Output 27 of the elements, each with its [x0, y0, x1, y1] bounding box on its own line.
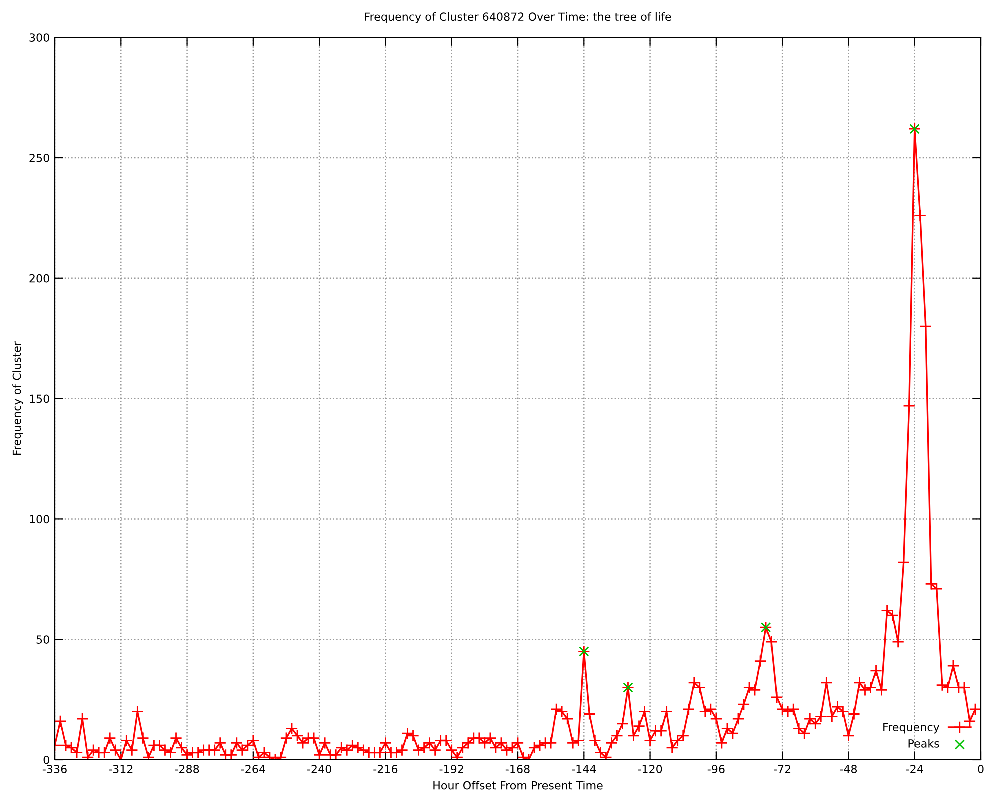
- x-tick-label: -144: [572, 765, 596, 774]
- y-tick-label: 150: [30, 394, 50, 404]
- chart-title: Frequency of Cluster 640872 Over Time: the tree of life: [365, 12, 672, 24]
- x-tick-label: -120: [638, 765, 662, 774]
- x-tick-label: -336: [42, 765, 67, 774]
- y-tick-label: 50: [36, 636, 50, 644]
- x-tick-label: -168: [506, 765, 530, 774]
- y-tick-label: 300: [30, 34, 50, 42]
- legend-label: Peaks: [908, 739, 940, 748]
- y-tick-label: 0: [44, 756, 50, 764]
- y-tick-label: 100: [30, 515, 50, 524]
- y-tick-label: 250: [30, 154, 50, 162]
- y-tick-label: 200: [30, 274, 50, 283]
- x-tick-label: -24: [906, 765, 924, 774]
- x-tick-label: -288: [175, 765, 200, 774]
- legend-label: Frequency: [884, 723, 940, 734]
- x-tick-label: -264: [241, 765, 266, 774]
- y-axis-title: Frequency of Cluster: [12, 341, 24, 456]
- x-tick-label: -96: [708, 765, 725, 774]
- x-tick-label: -72: [774, 765, 791, 774]
- x-tick-label: -240: [308, 765, 332, 774]
- x-tick-label: -216: [374, 765, 398, 774]
- x-tick-label: 0: [978, 765, 984, 774]
- x-tick-label: -192: [440, 765, 464, 774]
- x-axis-title: Hour Offset From Present Time: [434, 781, 603, 790]
- x-tick-label: -48: [840, 765, 858, 774]
- x-tick-label: -312: [109, 765, 133, 774]
